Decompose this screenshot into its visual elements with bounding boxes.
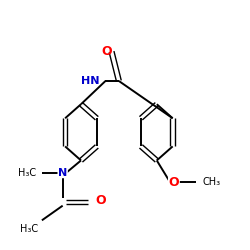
Text: CH₃: CH₃	[202, 178, 220, 188]
Text: O: O	[101, 45, 112, 58]
Text: H₃C: H₃C	[18, 168, 36, 178]
Text: HN: HN	[81, 76, 99, 86]
Text: H₃C: H₃C	[20, 224, 38, 234]
Text: N: N	[58, 168, 67, 178]
Text: O: O	[168, 176, 179, 189]
Text: O: O	[96, 194, 106, 207]
